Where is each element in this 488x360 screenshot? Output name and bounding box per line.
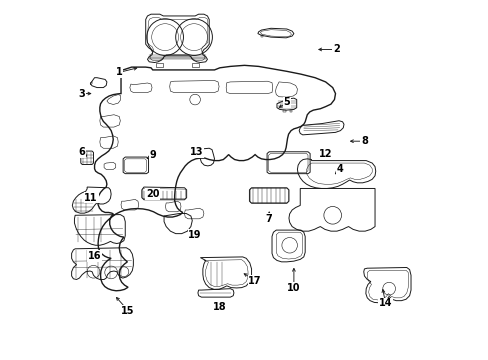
Text: 5: 5 — [283, 98, 289, 107]
Text: 3: 3 — [79, 89, 85, 99]
Text: 8: 8 — [360, 136, 367, 146]
Text: 17: 17 — [248, 275, 261, 285]
Text: 11: 11 — [84, 193, 98, 203]
Text: 14: 14 — [378, 298, 391, 309]
Text: 2: 2 — [332, 45, 339, 54]
Text: 18: 18 — [213, 302, 226, 312]
Text: 7: 7 — [265, 214, 272, 224]
Text: 6: 6 — [79, 147, 85, 157]
Text: 9: 9 — [149, 150, 156, 160]
Text: 1: 1 — [116, 67, 122, 77]
Text: 16: 16 — [88, 251, 101, 261]
Text: 12: 12 — [318, 149, 332, 158]
Text: 15: 15 — [121, 306, 135, 315]
Text: 20: 20 — [146, 189, 159, 199]
Text: 19: 19 — [188, 230, 202, 240]
Text: 13: 13 — [190, 147, 203, 157]
Text: 10: 10 — [286, 283, 300, 293]
Text: 4: 4 — [336, 165, 343, 174]
